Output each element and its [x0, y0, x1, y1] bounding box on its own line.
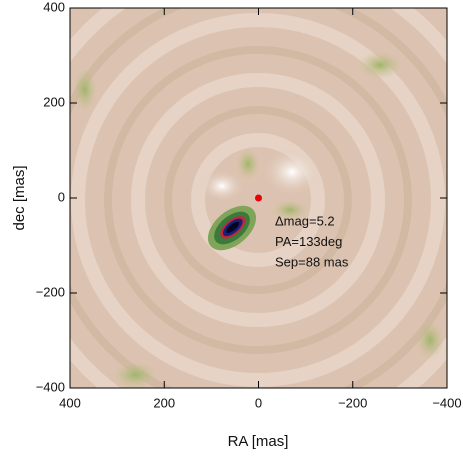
y-tick-label: 400 [43, 0, 65, 14]
x-tick-label: −400 [432, 395, 461, 410]
annotation: Sep=88 mas [275, 254, 349, 269]
x-axis-label: RA [mas] [228, 433, 289, 450]
annotation: Δmag=5.2 [275, 213, 335, 228]
y-tick-label: −200 [36, 284, 65, 299]
y-axis-label: dec [mas] [11, 165, 28, 230]
y-tick-label: 200 [43, 94, 65, 109]
y-tick-label: 0 [58, 189, 65, 204]
map-image [70, 8, 447, 388]
y-tick-label: −400 [36, 379, 65, 394]
x-tick-label: 0 [255, 395, 262, 410]
annotation: PA=133deg [275, 234, 342, 249]
x-tick-label: 200 [153, 395, 175, 410]
x-tick-label: 400 [59, 395, 81, 410]
x-tick-label: −200 [338, 395, 367, 410]
companion-marker [255, 194, 262, 202]
